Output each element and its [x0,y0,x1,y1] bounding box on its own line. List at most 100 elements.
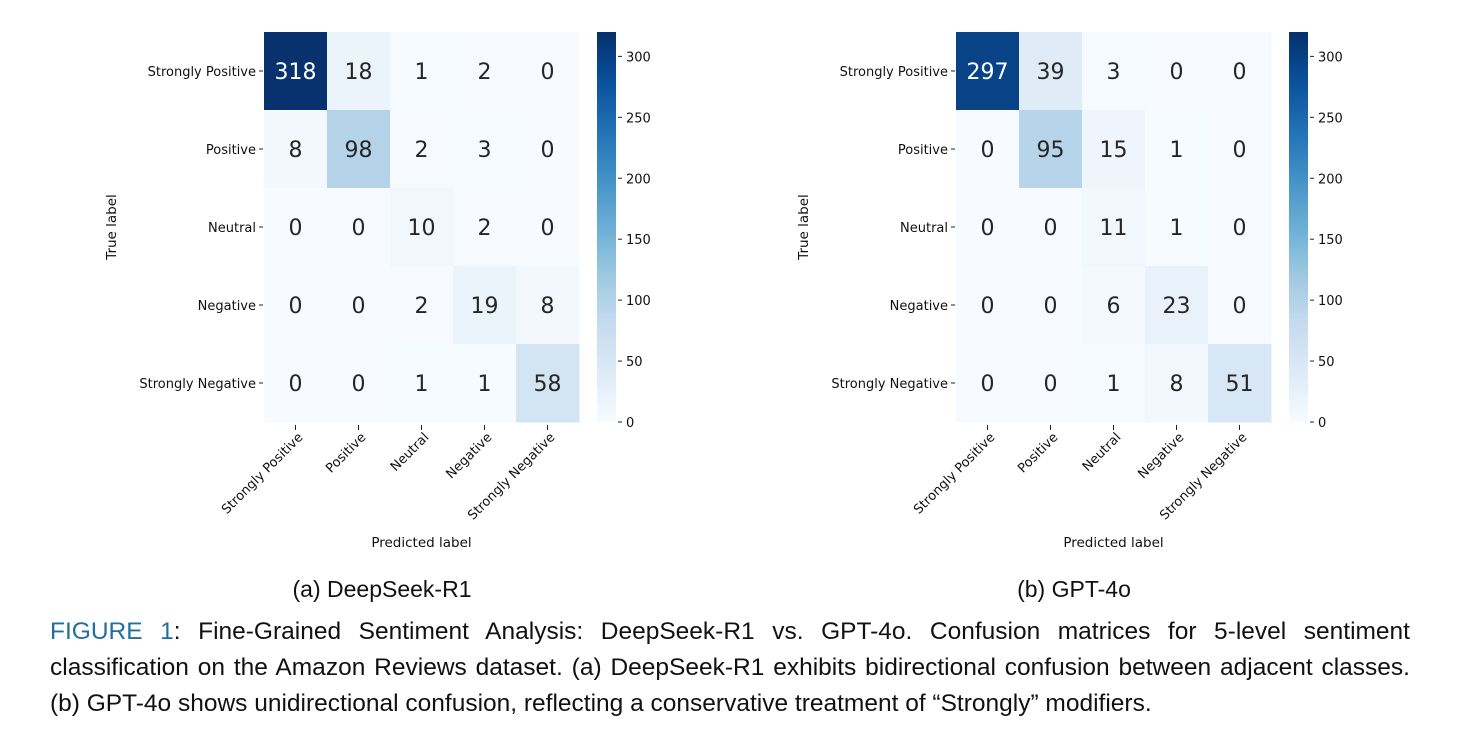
cell-value-label: 2 [415,138,429,163]
heatmap-cell [516,266,580,345]
heatmap-cell [1019,344,1083,423]
heatmap-cell [516,344,580,423]
cell-value-label: 0 [541,60,555,85]
cell-value-label: 1 [1170,138,1184,163]
heatmap-cell [956,344,1020,423]
y-axis-label: True label [796,194,812,261]
cell-value-label: 19 [471,294,499,319]
y-tick-label: Negative [198,299,256,314]
heatmap-cell [264,32,328,111]
colorbar-tick-label: 50 [1318,355,1335,370]
figure-label: FIGURE 1 [50,618,174,645]
cell-value-label: 0 [1233,138,1247,163]
heatmap-cell [516,188,580,267]
cell-value-label: 0 [352,216,366,241]
subcaption-a: (a) DeepSeek-R1 [292,576,472,602]
heatmap-cell [390,344,454,423]
heatmap-cell [327,110,391,189]
cell-value-label: 3 [1107,60,1121,85]
heatmap-cell [1208,266,1272,345]
x-axis-label: Predicted label [371,535,471,551]
x-axis-label: Predicted label [1063,535,1163,551]
heatmap-cell [390,266,454,345]
cell-value-label: 0 [1233,294,1247,319]
figure-canvas: 318 18 1 2 08 98 2 3 00 0 10 2 00 0 2 19 80 0 1 1 58Strongly… [104,32,1343,551]
x-tick-label: Negative [1135,430,1187,482]
heatmap-cell [1019,110,1083,189]
cell-value-label: 0 [1170,60,1184,85]
heatmap-cell [1019,32,1083,111]
cell-value-label: 1 [478,372,492,397]
cell-value-label: 6 [1107,294,1121,319]
x-tick-label: Negative [443,430,495,482]
heatmap-cell [1145,188,1209,267]
cell-value-label: 8 [289,138,303,163]
heatmap-cell [264,266,328,345]
y-tick-label: Neutral [900,221,948,236]
cell-value-label: 39 [1037,60,1065,85]
cell-value-label: 0 [981,216,995,241]
cell-value-label: 3 [478,138,492,163]
heatmap-cell [453,32,517,111]
heatmap-cell [453,266,517,345]
colorbar-tick-label: 0 [626,416,634,431]
cell-value-label: 15 [1100,138,1128,163]
colorbar-tick-label: 250 [626,111,651,126]
colorbar [1289,32,1308,422]
cell-value-label: 51 [1226,372,1254,397]
heatmap-cell [453,344,517,423]
cell-value-label: 98 [345,138,373,163]
cell-value-label: 95 [1037,138,1065,163]
caption-text: : Fine-Grained Sentiment Analysis: DeepS… [50,618,1410,717]
cell-value-label: 1 [1170,216,1184,241]
cell-value-label: 23 [1163,294,1191,319]
heatmap-cell [516,110,580,189]
cell-value-label: 58 [534,372,562,397]
colorbar-tick-label: 100 [1318,294,1343,309]
x-tick-label: Neutral [1080,430,1125,475]
heatmap-cell [1208,188,1272,267]
x-tick-label: Positive [323,430,369,476]
heatmap-cell [327,266,391,345]
cell-value-label: 0 [352,372,366,397]
x-tick-label: Strongly Positive [219,430,306,517]
cell-value-label: 8 [541,294,555,319]
heatmap-cell [327,32,391,111]
cell-value-label: 0 [1044,372,1058,397]
cell-value-label: 1 [415,372,429,397]
heatmap-cell [264,110,328,189]
heatmap-cell [1145,266,1209,345]
cell-value-label: 0 [289,216,303,241]
heatmap-cell [327,188,391,267]
heatmap-cell [1082,32,1146,111]
colorbar-tick-label: 50 [626,355,643,370]
y-tick-label: Strongly Negative [139,377,256,392]
heatmap-cell [1208,344,1272,423]
heatmap-cell [390,110,454,189]
heatmap-cell [453,188,517,267]
heatmap-cell [327,344,391,423]
colorbar-tick-label: 200 [626,172,651,187]
x-tick-label: Strongly Positive [911,430,998,517]
colorbar-tick-label: 300 [626,50,651,65]
y-tick-label: Positive [898,143,948,158]
cell-value-label: 0 [981,138,995,163]
colorbar-tick-label: 150 [626,233,651,248]
cell-value-label: 11 [1100,216,1128,241]
heatmap-cell [1082,266,1146,345]
cell-value-label: 2 [478,60,492,85]
colorbar-tick-label: 0 [1318,416,1326,431]
heatmap-cell [1145,344,1209,423]
heatmap-cell [1082,110,1146,189]
heatmap-cell [390,188,454,267]
colorbar [597,32,616,422]
y-tick-label: Strongly Positive [840,65,948,80]
cell-value-label: 318 [275,60,317,85]
heatmap-cell [1019,188,1083,267]
heatmap-cell [1208,32,1272,111]
heatmap-cell [1082,188,1146,267]
colorbar-tick-label: 250 [1318,111,1343,126]
x-tick-label: Positive [1015,430,1061,476]
heatmap-b: 297 39 3 0 00 95 15 1 00 0 11 1 00 0 6 23 00 0 1 8 51Strongl… [796,32,1343,551]
heatmap-cell [956,32,1020,111]
